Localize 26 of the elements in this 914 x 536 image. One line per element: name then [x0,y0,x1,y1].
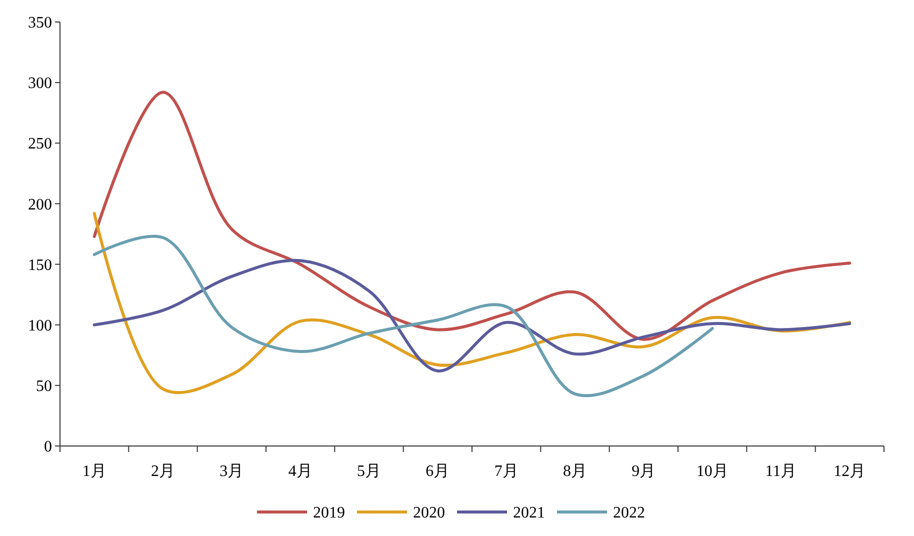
y-tick-label: 0 [44,438,52,456]
x-tick-label: 6月 [426,463,450,480]
y-tick-label: 300 [28,75,52,92]
x-tick-label: 7月 [494,463,518,480]
legend-label: 2020 [413,504,445,522]
line-series [92,90,852,341]
y-tick-label: 150 [28,256,52,274]
x-tick-label: 5月 [357,463,381,480]
x-tick-label: 2月 [151,463,175,480]
x-tick-label: 4月 [288,463,312,480]
y-tick-label: 50 [36,378,52,396]
x-tick-label: 8月 [563,463,587,480]
x-tick-label: 3月 [220,463,244,480]
x-tick-label: 9月 [632,463,656,480]
line-series [92,258,852,372]
legend-label: 2019 [313,504,345,522]
x-tick-label: 11月 [765,463,797,480]
legend-label: 2022 [613,504,645,522]
x-tick-label: 12月 [834,463,866,480]
y-tick-label: 100 [28,317,52,334]
y-tick-label: 350 [28,14,52,32]
x-tick-label: 10月 [696,463,728,480]
legend-label: 2021 [513,504,545,522]
y-tick-label: 250 [28,136,52,153]
y-tick-label: 200 [28,196,52,214]
x-tick-label: 1月 [82,463,106,480]
